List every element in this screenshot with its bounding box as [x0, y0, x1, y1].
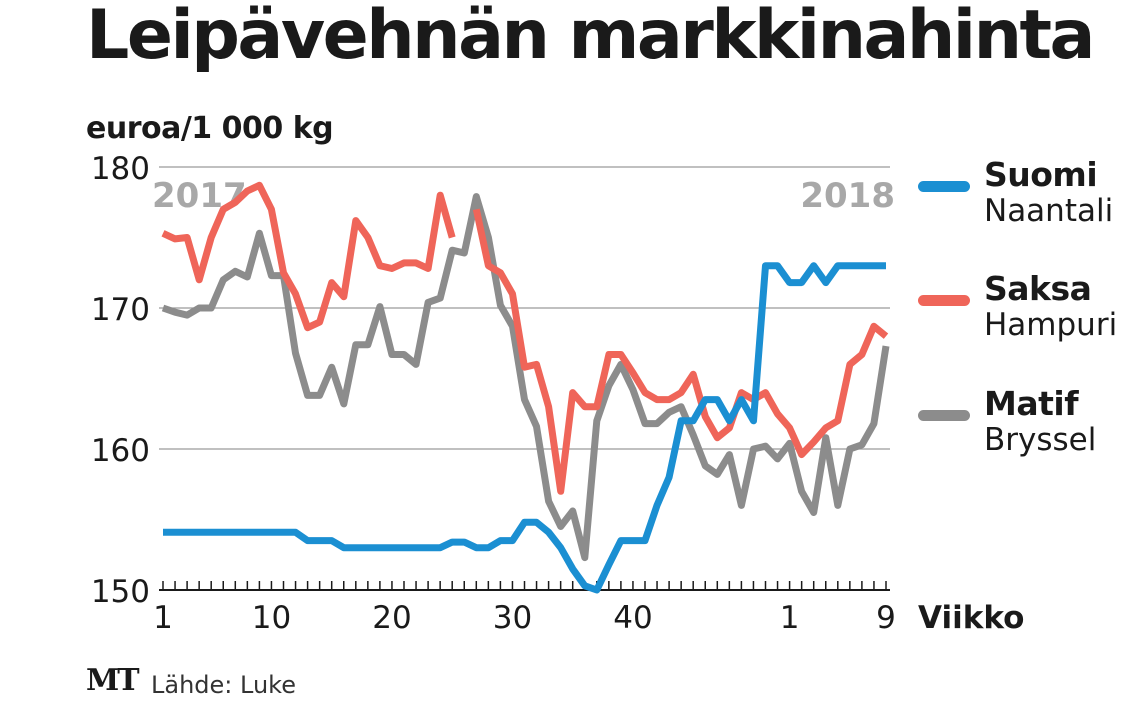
- legend-sub-hampuri: Hampuri: [984, 307, 1118, 343]
- x-tick-labels: 1 10 20 30 40 1 9 Viikko: [153, 600, 1024, 636]
- mt-logo: MT: [86, 663, 140, 698]
- series-line-saksa: [161, 181, 456, 332]
- legend-name-saksa: Saksa: [984, 269, 1092, 308]
- x-tick-label: 20: [372, 600, 411, 636]
- x-tick-label: 30: [493, 600, 532, 636]
- chart-title: Leipävehnän markkinahinta: [86, 0, 1095, 75]
- legend-name-suomi: Suomi: [984, 155, 1098, 194]
- y-tick-180: 180: [91, 151, 150, 187]
- x-tick-label: 9: [876, 600, 896, 636]
- legend-swatch-saksa: [918, 295, 970, 306]
- y-axis-unit-label: euroa/1 000 kg: [86, 111, 334, 146]
- x-tick-label: 1: [780, 600, 800, 636]
- legend-swatch-matif: [918, 410, 970, 421]
- series-lines: [161, 181, 890, 594]
- x-axis-title: Viikko: [918, 600, 1024, 636]
- y-tick-labels: 180 170 160 150: [91, 151, 150, 610]
- year-label-start: 2017: [152, 176, 247, 216]
- year-label-end: 2018: [800, 176, 895, 216]
- x-tick-label: 40: [613, 600, 652, 636]
- series-line-suomi: [163, 262, 886, 594]
- x-axis: [159, 581, 890, 591]
- y-tick-170: 170: [91, 292, 150, 328]
- x-tick-label: 1: [153, 600, 173, 636]
- y-tick-160: 160: [91, 433, 150, 469]
- legend-swatch-suomi: [918, 181, 970, 192]
- legend-sub-bryssel: Bryssel: [984, 422, 1097, 458]
- source-note: Lähde: Luke: [151, 671, 296, 699]
- y-tick-150: 150: [91, 574, 150, 610]
- year-labels: 2017 2018: [152, 176, 895, 216]
- legend-sub-naantali: Naantali: [984, 193, 1114, 229]
- series-line-saksa-segment-2: [472, 208, 889, 495]
- series-line-matif: [161, 193, 890, 562]
- x-tick-label: 10: [252, 600, 291, 636]
- legend-name-matif: Matif: [984, 384, 1079, 423]
